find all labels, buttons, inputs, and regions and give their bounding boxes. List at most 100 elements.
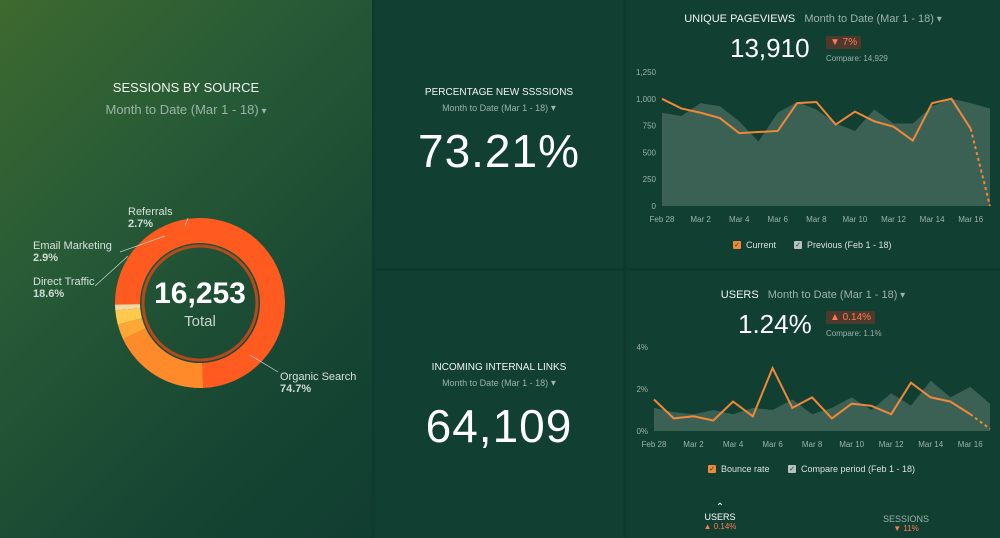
data-point[interactable] bbox=[776, 129, 779, 132]
data-point[interactable] bbox=[811, 396, 814, 399]
data-point[interactable] bbox=[692, 415, 695, 418]
legend-direct-percent: 18.6% bbox=[33, 288, 65, 300]
data-point[interactable] bbox=[680, 107, 683, 110]
x-tick-label: Mar 8 bbox=[806, 215, 827, 222]
data-point[interactable] bbox=[909, 381, 912, 384]
data-point[interactable] bbox=[969, 127, 972, 130]
data-point[interactable] bbox=[699, 111, 702, 114]
legend-compare-period[interactable]: ✓ Compare period (Feb 1 - 18) bbox=[788, 464, 915, 474]
chevron-up-icon: ⌃ bbox=[715, 502, 725, 513]
new-sessions-date-dropdown[interactable]: Month to Date (Mar 1 - 18) bbox=[375, 103, 623, 114]
legend-previous[interactable]: ✓ Previous (Feb 1 - 18) bbox=[794, 240, 892, 250]
x-tick-label: Mar 10 bbox=[839, 440, 864, 449]
new-sessions-panel: PERCENTAGE NEW SSSSIONS Month to Date (M… bbox=[375, 0, 623, 268]
users-change-badge: ▲ 0.14% bbox=[826, 311, 876, 324]
leader-line-organic bbox=[249, 354, 279, 373]
legend-current[interactable]: ✓ Current bbox=[733, 240, 776, 250]
y-tick-label: 1,250 bbox=[636, 68, 657, 77]
data-point[interactable] bbox=[661, 97, 664, 100]
data-point[interactable] bbox=[911, 139, 914, 142]
data-point[interactable] bbox=[757, 131, 760, 134]
data-point[interactable] bbox=[815, 101, 818, 104]
x-tick-label: Mar 14 bbox=[920, 215, 945, 222]
footer-users-label: USERS bbox=[704, 512, 736, 522]
data-point[interactable] bbox=[931, 102, 934, 105]
data-point[interactable] bbox=[732, 400, 735, 403]
new-sessions-title: PERCENTAGE NEW SSSSIONS bbox=[424, 87, 574, 98]
checkbox-checked-icon: ✓ bbox=[794, 241, 802, 249]
data-point[interactable] bbox=[830, 417, 833, 420]
legend-email-name: Email Marketing bbox=[33, 240, 112, 252]
y-tick-label: 750 bbox=[643, 122, 657, 131]
legend-current-label: Current bbox=[746, 240, 777, 250]
legend-referrals: Referrals 2.7% bbox=[128, 206, 173, 230]
data-point[interactable] bbox=[712, 419, 715, 422]
data-point[interactable] bbox=[950, 97, 953, 100]
x-tick-label: Mar 12 bbox=[881, 215, 906, 222]
x-tick-label: Mar 4 bbox=[723, 440, 744, 449]
pageviews-date-dropdown[interactable]: Month to Date (Mar 1 - 18) bbox=[804, 13, 941, 25]
data-point[interactable] bbox=[738, 132, 741, 135]
data-point[interactable] bbox=[989, 205, 992, 208]
internal-links-value: 64,109 bbox=[425, 400, 573, 452]
legend-referrals-percent: 2.7% bbox=[128, 218, 154, 230]
data-point[interactable] bbox=[949, 400, 952, 403]
x-tick-label: Mar 12 bbox=[879, 440, 904, 449]
y-tick-label: 0 bbox=[652, 202, 657, 211]
legend-bounce-rate[interactable]: ✓ Bounce rate bbox=[708, 464, 770, 474]
x-tick-label: Mar 16 bbox=[958, 215, 983, 222]
legend-direct-name: Direct Traffic bbox=[33, 276, 95, 288]
footer-tab-sessions[interactable]: SESSIONS ▼ 11% bbox=[876, 514, 936, 533]
data-point[interactable] bbox=[791, 406, 794, 409]
pageviews-panel: UNIQUE PAGEVIEWS Month to Date (Mar 1 - … bbox=[626, 0, 1000, 268]
data-point[interactable] bbox=[870, 404, 873, 407]
users-date-dropdown[interactable]: Month to Date (Mar 1 - 18) bbox=[768, 289, 905, 301]
projected-line bbox=[969, 128, 991, 207]
internal-links-date-dropdown[interactable]: Month to Date (Mar 1 - 18) bbox=[375, 378, 623, 389]
data-point[interactable] bbox=[929, 396, 932, 399]
sessions-donut-chart bbox=[94, 217, 285, 388]
legend-email-percent: 2.9% bbox=[33, 252, 59, 264]
x-tick-label: Mar 2 bbox=[683, 440, 704, 449]
data-point[interactable] bbox=[850, 402, 853, 405]
data-point[interactable] bbox=[890, 413, 893, 416]
pageviews-chart: 0 250 500 750 1,000 1,250 Feb 28 Mar 2 Mar 4 Mar … bbox=[636, 68, 992, 222]
donut-slice-email-marketing[interactable] bbox=[117, 318, 146, 340]
data-point[interactable] bbox=[653, 398, 656, 401]
data-point[interactable] bbox=[796, 102, 799, 105]
data-point[interactable] bbox=[771, 367, 774, 370]
checkbox-checked-icon: ✓ bbox=[733, 241, 741, 249]
pageviews-change-badge: ▼ 7% bbox=[826, 36, 862, 49]
data-point[interactable] bbox=[969, 413, 972, 416]
projected-line bbox=[969, 413, 991, 430]
data-point[interactable] bbox=[873, 120, 876, 123]
legend-compare-label: Compare period (Feb 1 - 18) bbox=[801, 464, 916, 474]
new-sessions-value: 73.21% bbox=[417, 125, 580, 177]
data-point[interactable] bbox=[834, 123, 837, 126]
footer-tab-users[interactable]: ⌃ USERS ▲ 0.14% bbox=[690, 502, 750, 532]
sessions-total-label: Total bbox=[184, 313, 216, 330]
legend-previous-label: Previous (Feb 1 - 18) bbox=[807, 240, 892, 250]
leader-line-direct bbox=[94, 255, 129, 287]
sessions-by-source-title: SESSIONS BY SOURCE bbox=[112, 80, 260, 95]
previous-period-area bbox=[654, 380, 990, 431]
legend-organic: Organic Search 74.7% bbox=[280, 371, 356, 395]
data-point[interactable] bbox=[989, 427, 992, 430]
leader-line-referrals bbox=[184, 217, 189, 227]
data-point[interactable] bbox=[853, 110, 856, 113]
data-point[interactable] bbox=[718, 117, 721, 120]
sessions-date-dropdown[interactable]: Month to Date (Mar 1 - 18) bbox=[0, 102, 372, 117]
donut-slice-organic-search[interactable] bbox=[115, 217, 285, 388]
footer-sessions-change: ▼ 11% bbox=[893, 524, 919, 533]
donut-slice-other[interactable] bbox=[115, 304, 141, 311]
data-point[interactable] bbox=[892, 125, 895, 128]
y-tick-label: 2% bbox=[636, 385, 648, 394]
pageviews-header: UNIQUE PAGEVIEWS Month to Date (Mar 1 - … bbox=[626, 13, 1000, 25]
donut-slice-referrals[interactable] bbox=[115, 308, 142, 325]
data-point[interactable] bbox=[672, 417, 675, 420]
leader-line-email bbox=[119, 235, 166, 253]
donut-slice-direct-traffic[interactable] bbox=[123, 328, 204, 388]
x-tick-label: Feb 28 bbox=[642, 440, 667, 449]
donut-inner-ring bbox=[141, 244, 259, 362]
data-point[interactable] bbox=[751, 415, 754, 418]
